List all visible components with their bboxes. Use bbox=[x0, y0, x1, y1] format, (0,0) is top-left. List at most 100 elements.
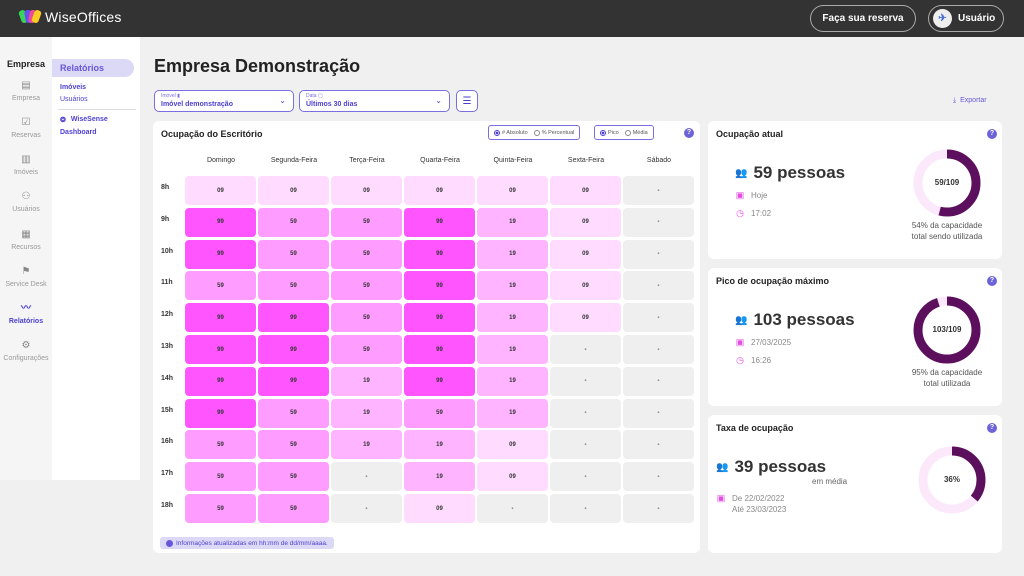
heatmap-cell[interactable]: 09 bbox=[185, 176, 256, 205]
heatmap-cell[interactable]: 09 bbox=[550, 239, 621, 269]
heatmap-cell[interactable]: 59 bbox=[258, 430, 329, 460]
heatmap-cell[interactable]: 19 bbox=[477, 366, 548, 396]
heatmap-cell[interactable]: - bbox=[477, 494, 548, 523]
heatmap-cell[interactable]: - bbox=[550, 398, 621, 428]
heatmap-cell[interactable]: 99 bbox=[185, 398, 256, 428]
heatmap-cell[interactable]: 19 bbox=[331, 430, 402, 460]
heatmap-cell[interactable]: - bbox=[623, 398, 694, 428]
radio-percent[interactable]: % Percentual bbox=[533, 129, 574, 136]
heatmap-cell[interactable]: - bbox=[623, 239, 694, 269]
heatmap-cell[interactable]: 59 bbox=[258, 462, 329, 492]
heatmap-cell[interactable]: - bbox=[550, 462, 621, 492]
heatmap-cell[interactable]: 59 bbox=[331, 271, 402, 301]
heatmap-cell[interactable]: 19 bbox=[331, 366, 402, 396]
logo[interactable]: WiseOffices bbox=[17, 9, 122, 25]
heatmap-cell[interactable]: 09 bbox=[477, 430, 548, 460]
subnav-wisesense[interactable]: ❂ WiseSense bbox=[60, 116, 108, 124]
heatmap-cell[interactable]: 59 bbox=[185, 494, 256, 523]
heatmap-cell[interactable]: 99 bbox=[404, 239, 475, 269]
radio-absolute[interactable]: # Absoluto bbox=[494, 129, 528, 136]
heatmap-cell[interactable]: - bbox=[623, 494, 694, 523]
heatmap-cell[interactable]: 99 bbox=[404, 335, 475, 364]
heatmap-cell[interactable]: 09 bbox=[550, 303, 621, 333]
heatmap-cell[interactable]: 09 bbox=[550, 207, 621, 237]
heatmap-cell[interactable]: 19 bbox=[477, 207, 548, 237]
heatmap-cell[interactable]: 09 bbox=[550, 271, 621, 301]
rail-item-usu-rios[interactable]: ⚇ Usuários bbox=[0, 190, 52, 213]
heatmap-cell[interactable]: 59 bbox=[331, 303, 402, 333]
heatmap-cell[interactable]: - bbox=[623, 335, 694, 364]
date-select[interactable]: Data ▢ Últimos 30 dias ⌄ bbox=[299, 90, 450, 112]
heatmap-cell[interactable]: 09 bbox=[258, 176, 329, 205]
heatmap-cell[interactable]: 99 bbox=[404, 366, 475, 396]
heatmap-cell[interactable]: 59 bbox=[258, 239, 329, 269]
heatmap-cell[interactable]: - bbox=[550, 494, 621, 523]
heatmap-cell[interactable]: - bbox=[550, 335, 621, 364]
heatmap-cell[interactable]: 59 bbox=[331, 207, 402, 237]
heatmap-cell[interactable]: - bbox=[331, 462, 402, 492]
heatmap-cell[interactable]: 19 bbox=[331, 398, 402, 428]
help-icon[interactable]: ? bbox=[987, 276, 997, 286]
rail-item-empresa[interactable]: ▤ Empresa bbox=[0, 79, 52, 102]
heatmap-cell[interactable]: 19 bbox=[404, 462, 475, 492]
heatmap-cell[interactable]: - bbox=[623, 176, 694, 205]
heatmap-cell[interactable]: - bbox=[331, 494, 402, 523]
heatmap-cell[interactable]: 09 bbox=[477, 176, 548, 205]
heatmap-cell[interactable]: 59 bbox=[258, 398, 329, 428]
help-icon[interactable]: ? bbox=[987, 129, 997, 139]
heatmap-cell[interactable]: 09 bbox=[404, 176, 475, 205]
rail-item-reservas[interactable]: ☑ Reservas bbox=[0, 116, 52, 139]
heatmap-cell[interactable]: - bbox=[623, 303, 694, 333]
subnav-link-imoveis[interactable]: Imóveis bbox=[60, 84, 87, 91]
radio-average[interactable]: Média bbox=[624, 129, 648, 136]
heatmap-cell[interactable]: - bbox=[623, 366, 694, 396]
heatmap-cell[interactable]: 09 bbox=[477, 462, 548, 492]
heatmap-cell[interactable]: 19 bbox=[477, 398, 548, 428]
heatmap-cell[interactable]: 59 bbox=[185, 430, 256, 460]
heatmap-cell[interactable]: 99 bbox=[185, 207, 256, 237]
rail-item-configura-es[interactable]: ⚙ Configurações bbox=[0, 339, 52, 362]
heatmap-cell[interactable]: 19 bbox=[477, 335, 548, 364]
heatmap-cell[interactable]: - bbox=[623, 462, 694, 492]
heatmap-cell[interactable]: 99 bbox=[404, 303, 475, 333]
subnav-link-usuarios[interactable]: Usuários bbox=[60, 96, 88, 103]
heatmap-cell[interactable]: - bbox=[623, 207, 694, 237]
heatmap-cell[interactable]: 09 bbox=[331, 176, 402, 205]
heatmap-cell[interactable]: 59 bbox=[258, 207, 329, 237]
heatmap-cell[interactable]: 59 bbox=[185, 271, 256, 301]
heatmap-cell[interactable]: 19 bbox=[404, 430, 475, 460]
user-menu-button[interactable]: ✈ Usuário bbox=[928, 5, 1004, 32]
heatmap-cell[interactable]: - bbox=[623, 430, 694, 460]
heatmap-cell[interactable]: 59 bbox=[258, 271, 329, 301]
filter-settings-button[interactable]: ☰ bbox=[456, 90, 478, 112]
property-select[interactable]: Imóvel ▮ Imóvel demonstração ⌄ bbox=[154, 90, 294, 112]
heatmap-cell[interactable]: 99 bbox=[258, 366, 329, 396]
heatmap-cell[interactable]: 99 bbox=[185, 239, 256, 269]
subnav-link-dashboard[interactable]: Dashboard bbox=[60, 129, 97, 136]
heatmap-cell[interactable]: 99 bbox=[258, 335, 329, 364]
heatmap-cell[interactable]: 19 bbox=[477, 239, 548, 269]
heatmap-cell[interactable]: - bbox=[550, 366, 621, 396]
heatmap-cell[interactable]: 99 bbox=[404, 207, 475, 237]
heatmap-cell[interactable]: 19 bbox=[477, 271, 548, 301]
heatmap-cell[interactable]: 99 bbox=[185, 335, 256, 364]
heatmap-cell[interactable]: 99 bbox=[185, 366, 256, 396]
heatmap-cell[interactable]: - bbox=[550, 430, 621, 460]
heatmap-cell[interactable]: 59 bbox=[404, 398, 475, 428]
heatmap-cell[interactable]: 59 bbox=[331, 335, 402, 364]
subnav-active-relatorios[interactable]: Relatórios bbox=[52, 59, 134, 77]
help-icon[interactable]: ? bbox=[684, 128, 694, 138]
help-icon[interactable]: ? bbox=[987, 423, 997, 433]
heatmap-cell[interactable]: 19 bbox=[477, 303, 548, 333]
export-button[interactable]: ⤓ Exportar bbox=[953, 97, 987, 105]
heatmap-cell[interactable]: - bbox=[623, 271, 694, 301]
heatmap-cell[interactable]: 99 bbox=[404, 271, 475, 301]
radio-peak[interactable]: Pico bbox=[600, 129, 619, 136]
heatmap-cell[interactable]: 09 bbox=[404, 494, 475, 523]
heatmap-cell[interactable]: 59 bbox=[258, 494, 329, 523]
reserve-button[interactable]: Faça sua reserva bbox=[810, 5, 916, 32]
rail-item-recursos[interactable]: ▦ Recursos bbox=[0, 228, 52, 251]
heatmap-cell[interactable]: 59 bbox=[185, 462, 256, 492]
heatmap-cell[interactable]: 59 bbox=[331, 239, 402, 269]
heatmap-cell[interactable]: 09 bbox=[550, 176, 621, 205]
